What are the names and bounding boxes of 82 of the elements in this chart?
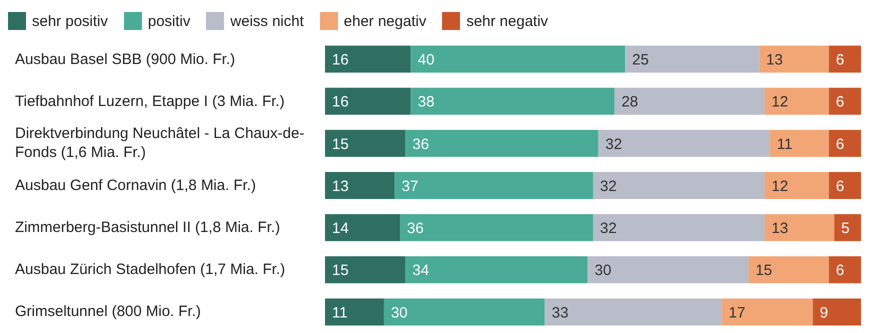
legend-label: weiss nicht bbox=[229, 12, 304, 32]
data-label: 30 bbox=[390, 304, 408, 322]
bar bbox=[325, 46, 411, 73]
data-label: 38 bbox=[418, 94, 434, 111]
data-label: 12 bbox=[772, 94, 788, 111]
bar bbox=[325, 256, 406, 284]
data-label: 12 bbox=[772, 178, 788, 195]
bar bbox=[828, 88, 861, 115]
bar bbox=[828, 130, 861, 157]
bar bbox=[598, 130, 770, 157]
data-label: 36 bbox=[407, 220, 424, 238]
bar bbox=[722, 298, 813, 326]
data-label: 17 bbox=[728, 304, 746, 322]
data-label: 16 bbox=[332, 94, 349, 111]
data-label: 6 bbox=[836, 94, 844, 111]
data-label: 25 bbox=[632, 51, 649, 68]
bar bbox=[812, 298, 861, 326]
data-label: 34 bbox=[412, 262, 430, 280]
data-label: 6 bbox=[836, 262, 844, 280]
data-label: 6 bbox=[836, 51, 844, 68]
bar bbox=[764, 88, 829, 115]
bar bbox=[828, 172, 861, 200]
data-label: 40 bbox=[418, 51, 434, 68]
bar bbox=[764, 172, 829, 200]
bar bbox=[593, 172, 765, 200]
data-label: 13 bbox=[766, 51, 783, 68]
bar bbox=[325, 130, 406, 157]
data-label: 32 bbox=[600, 178, 617, 195]
data-label: 6 bbox=[836, 178, 844, 195]
y-tick-label: Ausbau Genf Cornavin (1,8 Mia. Fr.) bbox=[15, 176, 256, 195]
data-label: 36 bbox=[412, 136, 430, 153]
data-label: 13 bbox=[772, 220, 788, 238]
legend-label: sehr negativ bbox=[465, 12, 548, 32]
bar bbox=[748, 256, 829, 284]
data-label: 28 bbox=[621, 94, 638, 111]
bar bbox=[394, 172, 593, 200]
data-label: 15 bbox=[755, 262, 772, 280]
y-tick-label: Zimmerberg-Basistunnel II (1,8 Mia. Fr.) bbox=[15, 218, 280, 238]
bar bbox=[770, 130, 829, 157]
data-label: 9 bbox=[820, 304, 828, 322]
data-label: 11 bbox=[332, 304, 348, 322]
bar bbox=[410, 46, 626, 73]
bar bbox=[325, 298, 384, 326]
bar bbox=[834, 214, 861, 242]
data-label: 32 bbox=[605, 136, 622, 153]
data-label: 16 bbox=[332, 51, 349, 68]
bar bbox=[828, 46, 861, 73]
data-label: 11 bbox=[776, 136, 792, 153]
bar bbox=[828, 256, 861, 284]
bar bbox=[759, 46, 829, 73]
bar bbox=[384, 298, 545, 326]
legend-label: sehr positiv bbox=[31, 12, 108, 32]
bar bbox=[593, 214, 765, 242]
bar bbox=[588, 256, 748, 284]
data-label: 14 bbox=[332, 220, 349, 238]
legend-label: positiv bbox=[146, 12, 190, 32]
bar bbox=[625, 46, 760, 73]
data-label: 33 bbox=[552, 304, 568, 322]
bar bbox=[410, 88, 614, 115]
y-tick-label: Ausbau Basel SBB (900 Mio. Fr.) bbox=[15, 50, 236, 69]
data-label: 6 bbox=[836, 136, 844, 153]
bar bbox=[405, 130, 598, 157]
y-tick-label: Direktverbindung Neuchâtel - La Chaux-de-Fonds (1,6 Mia. Fr.) bbox=[15, 124, 306, 162]
data-label: 15 bbox=[332, 136, 349, 153]
bar bbox=[400, 214, 593, 242]
y-tick-label: Tiefbahnhof Luzern, Etappe I (3 Mia. Fr.) bbox=[15, 92, 285, 111]
bar bbox=[325, 172, 395, 200]
y-tick-label: Grimseltunnel (800 Mio. Fr.) bbox=[15, 302, 201, 322]
bar bbox=[544, 298, 722, 326]
bar bbox=[405, 256, 588, 284]
data-label: 5 bbox=[841, 220, 850, 238]
data-label: 15 bbox=[332, 262, 349, 280]
bar bbox=[614, 88, 765, 115]
data-label: 32 bbox=[600, 220, 617, 238]
bar bbox=[325, 214, 400, 242]
bar bbox=[764, 214, 834, 242]
bar bbox=[325, 88, 411, 115]
data-label: 37 bbox=[402, 178, 418, 195]
data-label: 13 bbox=[332, 178, 349, 195]
data-label: 30 bbox=[594, 262, 612, 280]
legend-label: eher negativ bbox=[342, 12, 426, 32]
y-tick-label: Ausbau Zürich Stadelhofen (1,7 Mia. Fr.) bbox=[15, 260, 286, 280]
